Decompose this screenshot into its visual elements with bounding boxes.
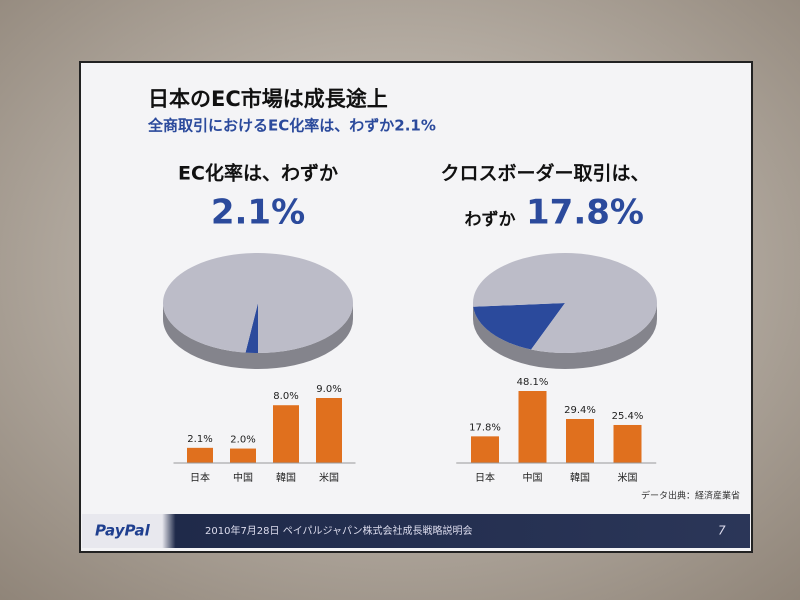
x-tick-label: 米国: [319, 471, 339, 484]
footer-bar: [82, 514, 750, 548]
footer-text: 2010年7月28日 ペイパルジャパン株式会社成長戦略説明会: [205, 524, 473, 537]
pie-title: EC化率は、わずか: [178, 162, 338, 185]
x-tick-label: 米国: [618, 471, 638, 484]
value-label: 17.8%: [526, 193, 644, 233]
value-label: 2.1%: [211, 193, 305, 233]
value-label: 9.0%: [316, 384, 341, 395]
value-label: 17.8%: [469, 422, 501, 433]
value-label: 29.4%: [564, 405, 596, 416]
x-tick-label: 中国: [523, 471, 543, 484]
bar: [187, 447, 213, 463]
bar: [273, 405, 299, 463]
x-tick-label: 日本: [190, 471, 210, 484]
logo: PayPal: [95, 522, 151, 540]
pie-side: [163, 303, 353, 369]
pie-side: [473, 303, 657, 369]
pie-slice: [163, 253, 354, 353]
x-tick-label: 日本: [475, 471, 495, 484]
pie-slice: [472, 253, 657, 353]
x-tick-label: 韓国: [570, 472, 590, 484]
pie-slice: [473, 303, 565, 350]
x-tick-label: 中国: [233, 471, 253, 484]
slide-title: 日本のEC市場は成長途上: [148, 87, 388, 111]
page-number: 7: [718, 524, 726, 538]
bar: [566, 418, 594, 463]
source: データ出典：経済産業省: [641, 490, 740, 502]
bar: [230, 448, 256, 463]
bar: [316, 398, 342, 463]
bar: [518, 391, 547, 463]
pie-title: クロスボーダー取引は、: [440, 162, 649, 185]
value-label: 25.4%: [612, 411, 644, 422]
pie-subtitle: わずか: [465, 210, 516, 230]
value-label: 2.1%: [187, 434, 212, 445]
value-label: 8.0%: [273, 391, 298, 402]
value-label: 2.0%: [230, 435, 255, 446]
bar: [613, 424, 642, 463]
pie-slice: [245, 303, 258, 353]
value-label: 48.1%: [517, 377, 549, 388]
slide-subtitle: 全商取引におけるEC化率は、わずか2.1%: [147, 117, 436, 135]
x-tick-label: 韓国: [276, 472, 296, 484]
bar: [471, 436, 499, 463]
